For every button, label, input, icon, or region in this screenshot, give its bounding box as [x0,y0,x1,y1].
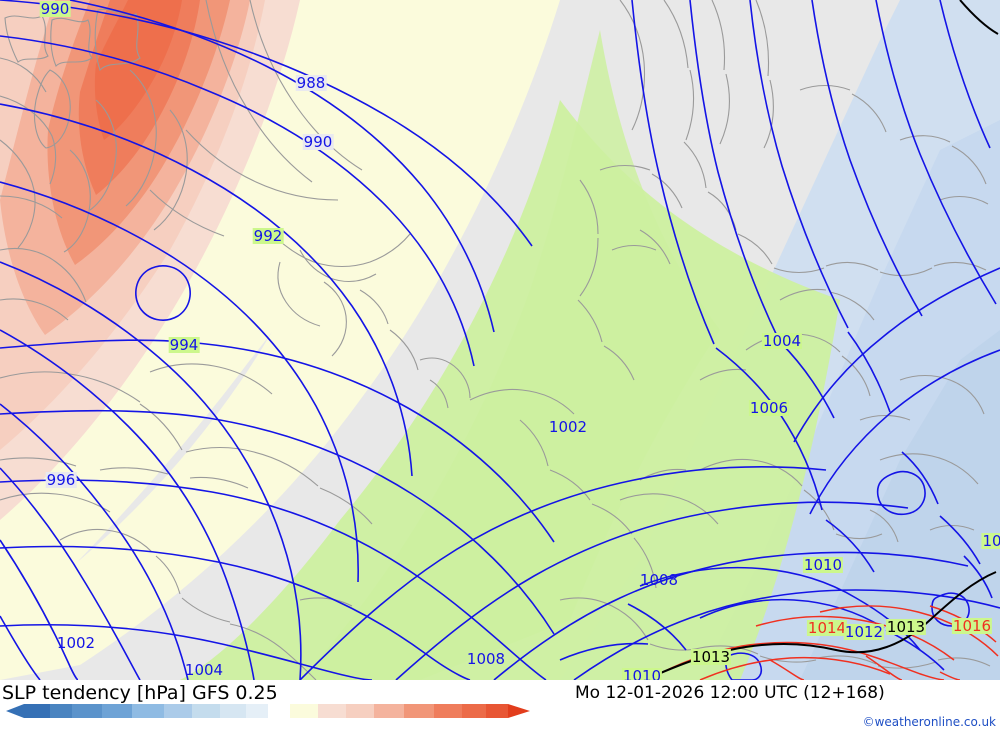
map-canvas[interactable]: 990 988 990 992 994 996 1002 1004 1002 1… [0,0,1000,680]
isobar-label: 996 [45,471,77,489]
isobar-label: 1013 [690,648,732,666]
isobar-label: 1004 [184,661,224,679]
isobar-label: 1013 [885,618,927,636]
isobar-label: 1008 [639,571,679,589]
isobar-label: 988 [295,74,327,92]
isobar-label: 1010 [621,668,663,680]
colorbar-max-arrow [508,704,530,718]
map-graphic [0,0,1000,680]
isobar-label: 990 [302,133,334,151]
valid-time-label: Mo 12-01-2026 12:00 UTC (12+168) [575,683,885,703]
isobar-label: 994 [168,336,200,354]
isobar-label: 1008 [466,650,506,668]
footer-bar: SLP tendency [hPa] GFS 0.25 Mo 12-01-202… [0,680,1000,733]
isobar-label: 992 [252,227,284,245]
colorbar[interactable]: -20 -10 -6 -2 0 2 6 10 20 [6,703,530,718]
isobar-label: 990 [39,0,71,18]
isobar-label: 1016 [951,617,993,635]
isobar-label: 1014 [806,619,848,637]
chart-title: SLP tendency [hPa] GFS 0.25 [2,682,278,704]
isobar-label: 10 [981,533,1000,549]
colorbar-min-arrow [6,704,24,718]
isobar-label: 1012 [843,623,885,641]
isobar-label: 1004 [761,332,803,350]
isobar-label: 1002 [548,418,588,436]
colorbar-gradient [6,704,530,718]
coastlines [0,0,991,680]
isobar-label: 1006 [748,399,790,417]
isobar-label: 1002 [56,634,96,652]
isobars [0,0,1000,680]
copyright-label: ©weatheronline.co.uk [862,715,996,729]
isobar-label: 1010 [802,556,844,574]
